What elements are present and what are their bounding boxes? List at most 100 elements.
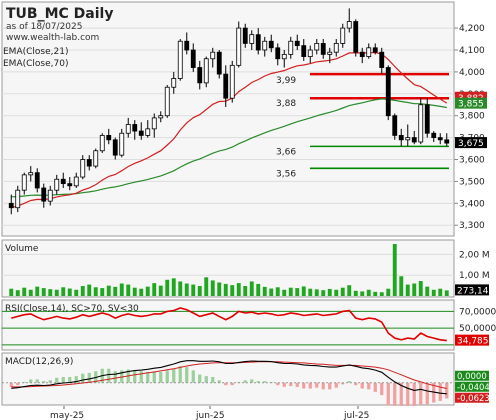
candle-body: [8, 202, 14, 209]
macd-label: MACD(12,26,9): [5, 357, 73, 367]
candle-body: [398, 135, 404, 141]
candle-body: [262, 40, 268, 51]
candle-body: [138, 130, 144, 136]
macd-histogram-bar: [445, 382, 449, 399]
macd-histogram-bar: [380, 382, 384, 396]
volume-bar: [61, 287, 66, 296]
candle-body: [171, 78, 177, 88]
candle-body: [21, 174, 27, 191]
volume-bar: [275, 287, 280, 296]
price-chart[interactable]: 3,993,883,663,56 4,2004,1004,0003,9003,8…: [0, 0, 496, 238]
volume-bar: [334, 289, 339, 296]
macd-histogram-bar: [139, 371, 143, 383]
price-tick-label: 4,100: [459, 46, 485, 56]
rsi-chart[interactable]: 70,0000 50,0000 34,7852 RSI(Close,14), SC>…: [0, 299, 496, 351]
candle-body: [106, 135, 112, 141]
volume-bar: [308, 288, 313, 296]
volume-bar: [392, 244, 397, 296]
candle-body: [392, 115, 398, 136]
candle-body: [216, 51, 222, 75]
volume-bar: [74, 289, 79, 296]
macd-histogram-bar: [406, 382, 410, 406]
volume-bar: [139, 288, 144, 296]
macd-histogram-bar: [282, 382, 286, 387]
rsi-pane[interactable]: 70,0000 50,0000 34,7852 RSI(Close,14), SC>…: [0, 299, 496, 351]
candle-body: [184, 40, 190, 51]
candle-body: [119, 132, 125, 156]
candle-body: [203, 58, 209, 84]
candle-body: [346, 21, 352, 29]
price-tick-label: 3,600: [459, 156, 485, 166]
macd-histogram-bar: [211, 376, 215, 383]
volume-bar: [262, 286, 267, 296]
macd-histogram-bar: [276, 382, 280, 386]
macd-histogram-bar: [334, 382, 338, 388]
volume-bar: [100, 288, 105, 296]
x-tick-label: jun-25: [195, 411, 225, 420]
volume-bar: [438, 288, 443, 296]
macd-histogram-bar: [367, 382, 371, 390]
volume-bar: [360, 291, 365, 296]
macd-line: [11, 360, 447, 395]
x-tick-label: jul-25: [343, 411, 369, 420]
candle-body: [340, 27, 346, 44]
macd-histogram-bar: [35, 379, 39, 383]
volume-bar: [366, 289, 371, 296]
macd-histogram-bar: [165, 370, 169, 383]
macd-histogram-bar: [438, 382, 442, 401]
candle-body: [424, 104, 430, 134]
price-badge: [455, 97, 487, 109]
candle-body: [314, 43, 320, 51]
volume-chart[interactable]: 2,00 M 1,00 M 273,148 Volume: [0, 239, 496, 298]
volume-pane[interactable]: 2,00 M 1,00 M 273,148 Volume: [0, 239, 496, 298]
candle-body: [158, 115, 164, 119]
volume-bar: [28, 289, 33, 296]
candle-body: [15, 189, 21, 209]
candle-body: [177, 40, 183, 79]
volume-bar: [386, 288, 391, 296]
candle-body: [320, 43, 326, 55]
macd-histogram-bar: [224, 382, 228, 386]
volume-bar: [171, 278, 176, 296]
volume-bar: [230, 285, 235, 296]
volume-bar: [405, 284, 410, 296]
volume-bar: [113, 286, 118, 296]
macd-histogram-bar: [230, 382, 234, 386]
candle-body: [80, 159, 86, 178]
macd-histogram-bar: [354, 382, 358, 386]
ema21-line: [11, 51, 448, 209]
volume-bar: [256, 283, 261, 296]
candle-body: [47, 189, 53, 202]
macd-histogram-bar: [289, 382, 293, 387]
price-tick-label: 3,800: [459, 112, 485, 122]
candle-body: [333, 43, 339, 53]
macd-chart[interactable]: 0,0000-0,0404-0,0623 MACD(12,26,9): [0, 352, 496, 406]
support-level-label: 3,66: [276, 147, 296, 157]
support-level-label: 3,56: [276, 169, 296, 179]
macd-histogram-bar: [425, 382, 429, 405]
candle-body: [125, 124, 131, 134]
volume-bar: [412, 283, 417, 296]
volume-bar: [288, 287, 293, 296]
macd-histogram-bar: [373, 382, 377, 392]
candle-body: [86, 159, 92, 167]
rsi-line: [11, 307, 447, 342]
candle-body: [242, 27, 248, 44]
ema70-line: [11, 98, 447, 198]
volume-bar: [126, 284, 131, 296]
volume-bar: [340, 287, 345, 296]
rsi-tick-label: 70,0000: [459, 307, 496, 317]
price-pane[interactable]: 3,993,883,663,56 4,2004,1004,0003,9003,8…: [0, 0, 496, 238]
x-axis: may-25 jun-25 jul-25: [0, 406, 496, 420]
macd-histogram-bar: [386, 382, 390, 406]
macd-histogram-bar: [42, 381, 46, 383]
price-tick-label: 4,000: [459, 68, 485, 78]
macd-histogram-bar: [302, 382, 306, 389]
volume-tick-label: 2,00 M: [459, 250, 490, 260]
candle-body: [385, 67, 391, 117]
volume-plot-area: [1, 239, 455, 298]
candle-body: [28, 172, 34, 176]
candle-body: [281, 53, 287, 60]
macd-pane[interactable]: 0,0000 -0,0404 -0,0623 MACD(12,26,9): [0, 352, 496, 406]
volume-bar: [236, 283, 241, 296]
